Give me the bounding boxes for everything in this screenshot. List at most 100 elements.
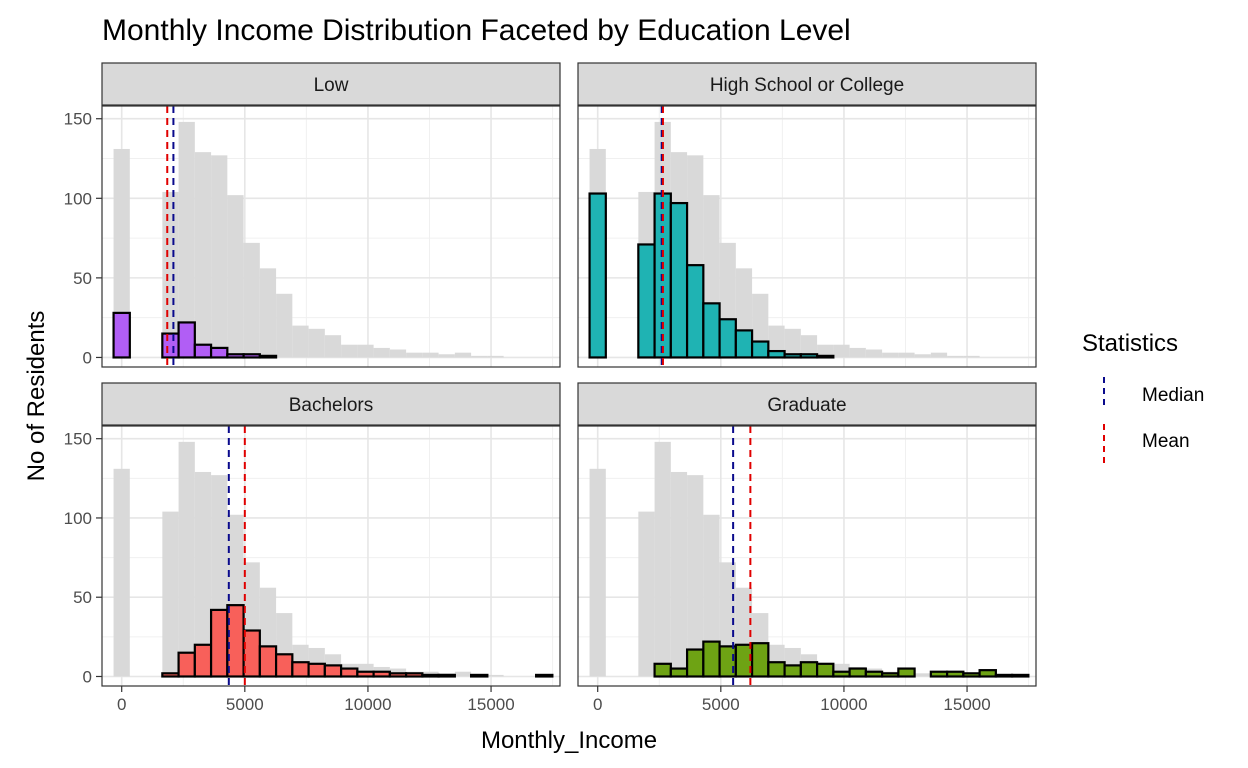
legend-label-median: Median — [1142, 385, 1204, 406]
x-axis-title: Monthly_Income — [481, 727, 657, 754]
panel-border — [101, 105, 561, 368]
x-axis-ticks: 0 5000 10000 15000 0 5000 10000 15000 — [117, 686, 991, 714]
background-bar — [865, 349, 883, 358]
background-bar — [243, 242, 260, 358]
background-bar — [487, 674, 504, 677]
histogram-bar — [323, 664, 343, 678]
histogram-bar — [815, 354, 835, 359]
histogram-bar — [177, 321, 196, 359]
histogram-bar — [832, 670, 851, 678]
legend: Statistics Median Mean — [1082, 330, 1204, 464]
facet-panel: High School or College — [577, 62, 1037, 368]
facet-strip — [577, 382, 1037, 426]
x-tick-label: 10000 — [344, 695, 391, 714]
background-bar — [930, 352, 948, 358]
background-bar — [373, 347, 390, 358]
y-tick-label: 100 — [64, 189, 92, 208]
background-bar — [178, 441, 195, 677]
background-bar — [963, 355, 980, 358]
background-bar — [276, 293, 293, 358]
histogram-bar — [209, 608, 229, 678]
background-bar — [670, 471, 688, 677]
facet-panels: Low High School or College Bachelors Gradua… — [101, 62, 1037, 687]
histogram-bar — [112, 311, 131, 359]
histogram-bar — [653, 662, 672, 678]
background-bar — [324, 335, 342, 358]
histogram-bar — [405, 672, 424, 678]
facet-strip-label: High School or College — [710, 75, 904, 96]
facet-strip — [101, 62, 561, 106]
y-axis-ticks: 0 50 100 150 0 50 100 150 — [64, 110, 102, 686]
histogram-bar — [209, 346, 229, 359]
histogram-bar — [799, 353, 819, 359]
histogram-bar — [685, 264, 705, 359]
background-bar — [438, 354, 455, 358]
background-bar — [178, 121, 195, 358]
histogram-bar — [978, 669, 997, 678]
x-tick-label: 5000 — [226, 695, 264, 714]
background-bar — [849, 347, 866, 358]
histogram-bar — [669, 667, 689, 678]
background-bar — [308, 328, 325, 358]
background-bar — [898, 352, 915, 358]
histogram-bar — [750, 642, 770, 678]
chart-title: Monthly Income Distribution Faceted by E… — [102, 14, 851, 47]
histogram-bar — [177, 651, 196, 678]
histogram-bar — [962, 672, 981, 678]
histogram-bar — [767, 349, 786, 359]
background-bar — [784, 328, 801, 358]
histogram-bar — [388, 672, 408, 678]
background-bar — [638, 511, 655, 677]
background-bar — [687, 475, 704, 677]
histogram-bar — [258, 354, 278, 359]
background-bar — [211, 155, 228, 358]
histogram-bar — [799, 661, 819, 678]
legend-title: Statistics — [1082, 330, 1178, 357]
histogram-bar — [702, 302, 721, 359]
histogram-bar — [864, 670, 884, 678]
y-axis-title: No of Residents — [23, 311, 50, 482]
histogram-bar — [421, 673, 440, 678]
facet-strip-label: Graduate — [767, 395, 846, 416]
histogram-bar — [193, 343, 213, 359]
histogram-bar — [193, 643, 213, 678]
background-bar — [768, 325, 785, 358]
histogram-bar — [356, 670, 375, 678]
facet-strip — [101, 382, 561, 426]
histogram-bar — [685, 648, 705, 678]
background-bar — [194, 152, 212, 358]
x-tick-label: 0 — [117, 695, 126, 714]
background-bar — [406, 352, 423, 358]
background-bar — [292, 325, 309, 358]
histogram-bar — [161, 672, 180, 678]
background-bar — [113, 148, 130, 358]
histogram-bar — [161, 332, 180, 359]
histogram-bar — [470, 673, 489, 678]
histogram-bar — [1011, 673, 1030, 678]
background-bar — [162, 511, 179, 677]
histogram-bar — [307, 662, 326, 678]
histogram-bar — [258, 645, 278, 678]
histogram-bar — [637, 243, 656, 359]
y-tick-label: 150 — [64, 430, 92, 449]
panel-border — [577, 425, 1037, 687]
facet-panel: Graduate — [577, 382, 1037, 687]
y-tick-label: 50 — [73, 269, 92, 288]
x-tick-label: 15000 — [467, 695, 514, 714]
facet-panel: Low — [101, 62, 561, 368]
y-tick-label: 100 — [64, 509, 92, 528]
background-bar — [817, 344, 834, 358]
panel-border — [101, 425, 561, 687]
x-tick-label: 15000 — [943, 695, 990, 714]
background-bar — [882, 352, 899, 358]
background-bar — [800, 335, 818, 358]
background-bar — [454, 671, 472, 677]
background-bar — [914, 354, 931, 358]
histogram-bar — [929, 670, 949, 678]
facet-strip-label: Bachelors — [289, 395, 374, 416]
x-tick-label: 5000 — [702, 695, 740, 714]
histogram-bar — [274, 653, 294, 678]
background-bar — [422, 352, 439, 358]
legend-label-mean: Mean — [1142, 431, 1190, 452]
histogram-bar — [242, 353, 261, 359]
